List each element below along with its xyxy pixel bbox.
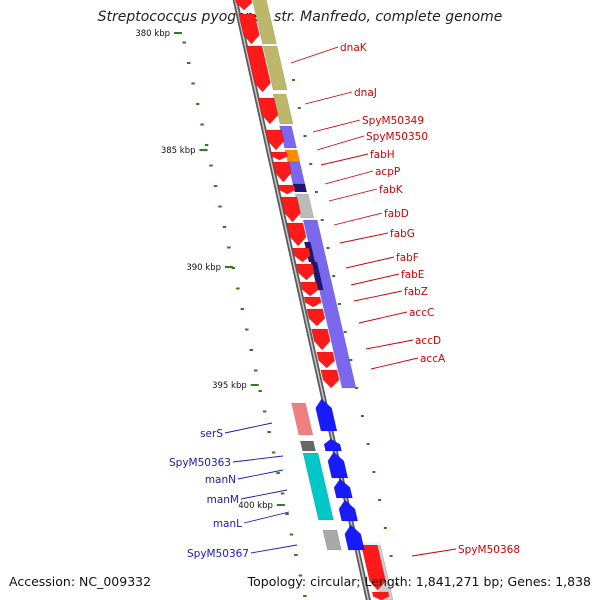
- gene-arrow: [311, 328, 331, 351]
- gene-arrow: [238, 13, 260, 45]
- feature-block: [252, 0, 277, 45]
- label-leader: [312, 119, 361, 133]
- tick-label: 385 kbp: [161, 146, 196, 156]
- topology-text: Topology: circular; Length: 1,841,271 bp…: [247, 574, 591, 589]
- label-leader: [411, 548, 457, 557]
- gene-label: accC: [409, 307, 434, 319]
- feature-block: [291, 402, 314, 436]
- label-leader: [345, 256, 395, 269]
- feature-block: [322, 529, 342, 551]
- gene-arrow: [327, 451, 349, 479]
- gene-label: SpyM50368: [458, 544, 520, 556]
- label-leader: [316, 135, 365, 151]
- label-leader: [324, 170, 374, 185]
- kbp-ticks: 380 kbp 385 kbp 390 kbp 395 kbp 400 kbp: [135, 29, 285, 511]
- tick-label: 390 kbp: [186, 263, 221, 273]
- gene-label: fabF: [396, 252, 419, 264]
- label-leader: [339, 232, 389, 244]
- gene-label: SpyM50350: [366, 131, 428, 143]
- gene-label: fabH: [370, 149, 395, 161]
- feature-block: [262, 45, 288, 91]
- gene-arrow: [272, 161, 292, 183]
- gene-label: fabG: [390, 228, 415, 240]
- label-leader: [290, 46, 339, 64]
- gene-arrow: [323, 438, 342, 452]
- gene-arrow: [235, 0, 253, 11]
- gene-arrow: [292, 247, 311, 263]
- feature-block: [310, 261, 324, 291]
- gene-label: dnaJ: [354, 87, 377, 99]
- gene-label: SpyM50367: [187, 548, 249, 560]
- genome-backbone: [232, 0, 371, 600]
- label-leader: [304, 91, 353, 105]
- label-leader: [240, 489, 288, 500]
- label-leader: [353, 290, 403, 302]
- label-leader: [243, 511, 290, 524]
- gene-label: fabZ: [404, 286, 428, 298]
- gene-label: manM: [207, 494, 239, 506]
- label-leader: [224, 422, 273, 434]
- label-leader: [333, 212, 383, 226]
- gene-arrow: [286, 222, 307, 247]
- map-title: Streptococcus pyogenes str. Manfredo, co…: [97, 9, 503, 25]
- gene-arrow: [360, 544, 386, 591]
- gene-label: manL: [213, 518, 242, 530]
- gene-arrow: [270, 151, 288, 161]
- backbone-highlight: [234, 0, 370, 600]
- gene-arrow: [300, 281, 319, 297]
- gene-arrow: [371, 591, 390, 600]
- gene-arrow: [245, 45, 271, 93]
- label-leader: [328, 188, 378, 202]
- gene-label: accD: [415, 335, 441, 347]
- label-leader: [365, 339, 414, 350]
- label-leader: [232, 455, 284, 463]
- gene-label: accA: [420, 353, 446, 365]
- accession-text: Accession: NC_009332: [9, 574, 152, 589]
- feature-block: [299, 440, 316, 452]
- tick-label: 380 kbp: [135, 29, 170, 39]
- gene-arrow: [303, 296, 322, 308]
- label-leader: [350, 273, 400, 286]
- gene-labels: dnaK dnaJ SpyM50349 SpyM50350 fabH acpP fabK fa…: [169, 42, 520, 560]
- gene-arrow: [280, 196, 301, 223]
- label-leader: [358, 311, 408, 324]
- label-leader: [370, 357, 419, 370]
- feature-block: [272, 93, 294, 125]
- gene-label: SpyM50349: [362, 115, 424, 127]
- gene-arrow: [277, 184, 296, 195]
- gene-arrows: [235, 0, 390, 600]
- gene-arrow: [315, 398, 338, 432]
- gene-arrow: [320, 369, 340, 389]
- gene-label: acpP: [375, 166, 400, 178]
- gene-label: manN: [205, 474, 236, 486]
- gene-label: dnaK: [340, 42, 368, 54]
- gene-arrow: [333, 478, 353, 499]
- gene-label: fabK: [379, 184, 404, 196]
- label-leader: [237, 469, 284, 480]
- gene-arrow: [265, 129, 285, 151]
- label-leader: [250, 544, 298, 554]
- tick-label: 395 kbp: [212, 381, 247, 391]
- tick-label: 400 kbp: [238, 501, 273, 511]
- gene-arrow: [257, 97, 279, 125]
- label-leader: [320, 153, 369, 166]
- gene-label: serS: [200, 428, 223, 440]
- gene-label: SpyM50363: [169, 457, 231, 469]
- gene-label: fabD: [384, 208, 409, 220]
- gene-arrow: [338, 499, 359, 522]
- feature-block: [302, 452, 334, 521]
- gene-arrow: [316, 351, 336, 369]
- gene-arrow: [344, 524, 365, 551]
- gene-label: fabE: [401, 269, 424, 281]
- gene-arrow: [306, 308, 326, 327]
- gene-arrow: [295, 263, 315, 281]
